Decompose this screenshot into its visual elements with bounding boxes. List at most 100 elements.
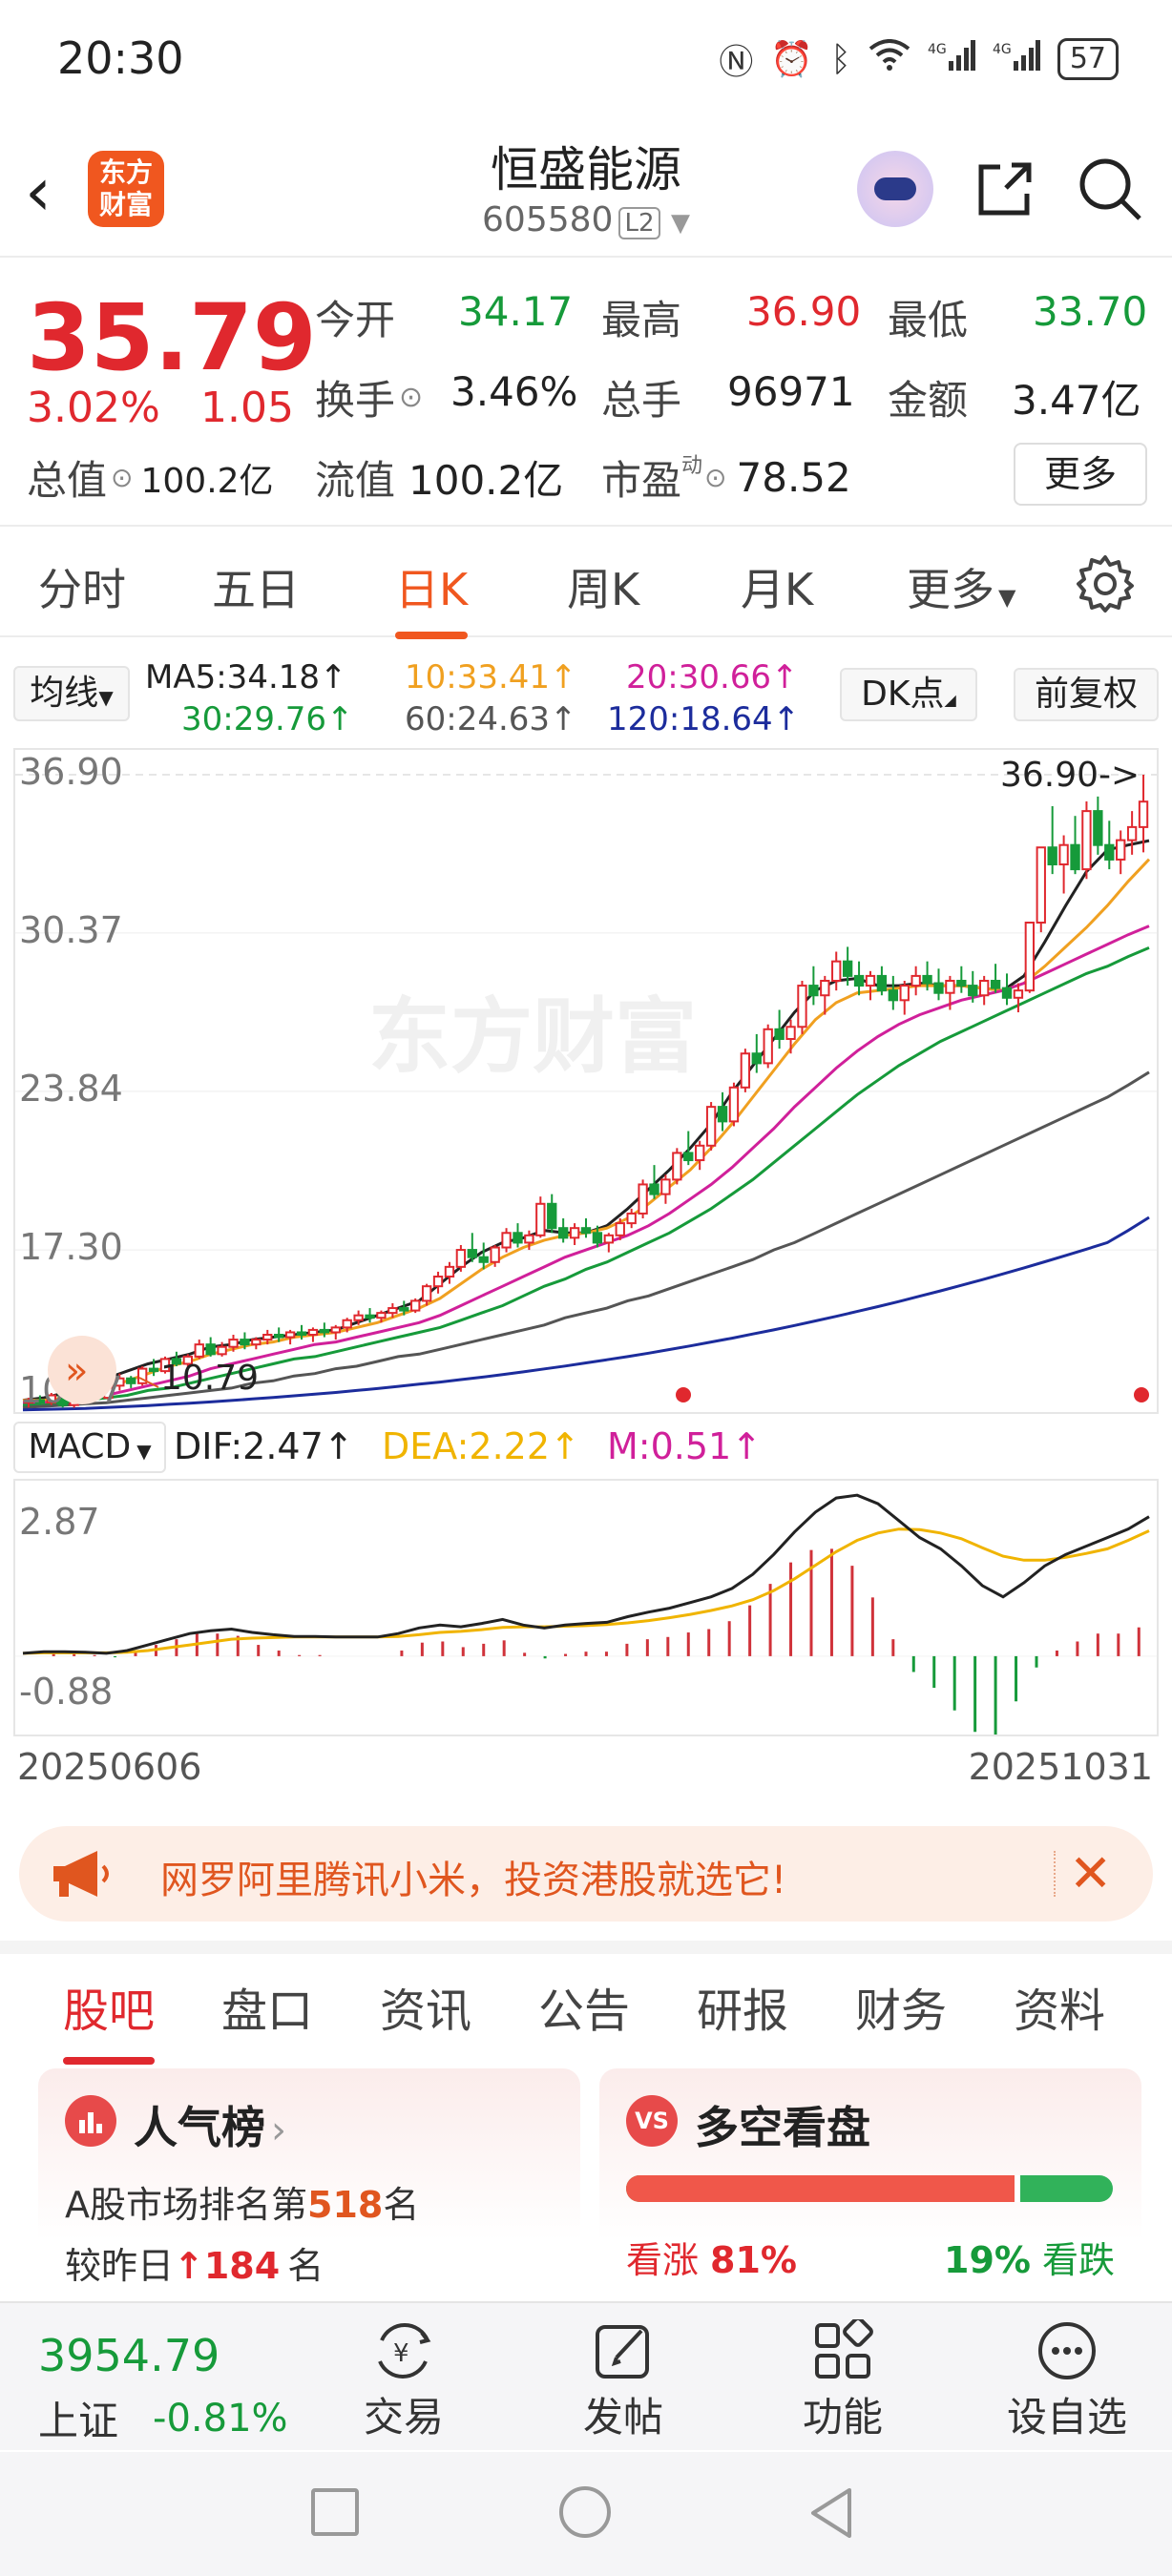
corner-triangle-icon: ◢ <box>944 691 956 709</box>
quote-field-pe[interactable]: 市盈动 ⊙ 78.52 <box>601 448 851 507</box>
quote-field-total-value[interactable]: 总值 ⊙ 100.2亿 <box>27 448 274 507</box>
dk-point-button[interactable]: DK点◢ <box>840 668 977 721</box>
macd-header: MACD ▼ DIF:2.47↑ DEA:2.22↑ M:0.51↑ <box>0 1422 1172 1479</box>
ad-banner[interactable]: 网罗阿里腾讯小米，投资港股就选它! ✕ <box>19 1826 1153 1922</box>
tab-announcements[interactable]: 公告 <box>538 1984 631 2038</box>
candle-body <box>410 1299 421 1312</box>
rank-change-value: 184 <box>203 2245 281 2287</box>
candle-body <box>535 1202 546 1236</box>
triangle-down-icon: ▼ <box>136 1440 152 1463</box>
quote-value-low: 33.70 <box>1033 288 1148 335</box>
candle-body <box>524 1234 534 1244</box>
quote-value-open: 34.17 <box>458 288 574 335</box>
home-icon[interactable] <box>559 2486 611 2538</box>
candle-body <box>1047 846 1057 866</box>
candle-body <box>922 974 932 985</box>
sentiment-card[interactable]: VS 多空看盘 看涨 81% 19% 看跌 <box>599 2068 1141 2297</box>
signal-4g-icon: 4G <box>993 38 1040 81</box>
back-triangle-icon[interactable] <box>807 2486 855 2544</box>
nav-post[interactable]: 发帖 <box>552 2316 695 2443</box>
candle-body <box>1126 825 1138 841</box>
indicator-selector[interactable]: MACD ▼ <box>13 1422 166 1473</box>
bear-label: 19% 看跌 <box>944 2239 1115 2281</box>
popularity-card[interactable]: 人气榜 › A股市场排名第518名 较昨日↑184 名 <box>38 2068 580 2297</box>
tab-daily-k[interactable]: 日K <box>395 555 469 639</box>
ma-selector[interactable]: 均线▼ <box>13 666 130 721</box>
tab-monthly-k[interactable]: 月K <box>741 564 814 615</box>
tab-financials[interactable]: 财务 <box>855 1984 948 2038</box>
candle-body <box>330 1326 341 1334</box>
nav-trade-label: 交易 <box>363 2394 444 2441</box>
search-icon[interactable] <box>1077 156 1143 222</box>
rank-change: 较昨日↑184 名 <box>65 2245 324 2287</box>
quote-field-amount: 金额 <box>888 377 969 424</box>
tab-research[interactable]: 研报 <box>697 1984 789 2038</box>
candle-body <box>785 1026 796 1040</box>
share-icon[interactable] <box>972 156 1038 222</box>
m-label: M:0.51↑ <box>607 1425 763 1467</box>
ma60-label: 60:24.63↑ <box>405 700 577 738</box>
candle-body <box>717 1106 728 1123</box>
candle-body <box>455 1249 467 1268</box>
event-dot <box>676 1387 691 1402</box>
candle-body <box>1036 846 1046 924</box>
candle-body <box>672 1152 682 1181</box>
eastmoney-logo[interactable]: 东方财富 <box>88 151 164 227</box>
candle-body <box>205 1343 216 1356</box>
stock-code-row[interactable]: 605580 L2 ▼ <box>0 200 1172 239</box>
bull-fill <box>626 2175 1021 2202</box>
tab-news[interactable]: 资讯 <box>380 1984 472 2038</box>
alarm-icon: ⏰ <box>770 40 814 79</box>
ma-line-ma120 <box>22 1215 1150 1412</box>
change-percent: 3.02% <box>27 384 160 432</box>
quote-field-turnover[interactable]: 换手 ⊙ <box>315 377 424 424</box>
candle-body <box>865 974 876 987</box>
tab-intraday[interactable]: 分时 <box>38 564 126 615</box>
candle-body <box>126 1377 136 1384</box>
candle-body <box>740 1052 751 1089</box>
candle-body <box>705 1106 717 1147</box>
settings-gear-icon[interactable] <box>1075 553 1136 618</box>
candle-body <box>557 1227 569 1239</box>
nav-functions[interactable]: 功能 <box>771 2316 914 2443</box>
recents-icon[interactable] <box>311 2488 359 2536</box>
sentiment-title: 多空看盘 <box>695 2102 870 2153</box>
quote-value-total-value: 100.2亿 <box>140 461 274 501</box>
candle-body <box>990 979 1001 989</box>
wifi-icon <box>869 38 910 80</box>
dif-line <box>22 1493 1150 1655</box>
tab-five-day[interactable]: 五日 <box>212 564 300 615</box>
nav-add-watchlist[interactable]: 设自选 <box>991 2316 1143 2443</box>
dif-label: DIF:2.47↑ <box>174 1425 354 1467</box>
candle-body <box>751 1052 762 1065</box>
quote-value-high: 36.90 <box>746 288 862 335</box>
candle-body <box>649 1183 659 1195</box>
macd-chart[interactable]: 2.87 -0.88 <box>13 1479 1159 1738</box>
candle-body <box>399 1307 409 1312</box>
popularity-title: 人气榜 › <box>134 2102 286 2153</box>
candlestick-chart[interactable]: 东方财富36.9030.3723.8417.3010.7736.90->10.7… <box>13 748 1159 1414</box>
candle-body <box>251 1339 262 1346</box>
tab-guba[interactable]: 股吧 <box>63 1973 156 2065</box>
tab-weekly-k[interactable]: 周K <box>567 564 640 615</box>
quote-value-volume: 96971 <box>727 368 855 415</box>
quote-panel: 35.79 3.02% 1.05 今开 34.17 最高 36.90 最低 33… <box>0 260 1172 527</box>
ai-assistant-avatar[interactable] <box>857 151 933 227</box>
candle-body <box>319 1328 330 1334</box>
more-quote-button[interactable]: 更多 <box>1014 443 1147 506</box>
close-icon[interactable]: ✕ <box>1069 1843 1113 1903</box>
tab-more-periods[interactable]: 更多 ▼ <box>907 564 1016 615</box>
tab-pankou[interactable]: 盘口 <box>221 1984 314 2038</box>
y-tick-label: 2.87 <box>19 1501 100 1543</box>
quote-value-float-value: 100.2亿 <box>408 457 564 504</box>
candle-body <box>831 960 842 982</box>
adjust-price-button[interactable]: 前复权 <box>1014 668 1159 721</box>
triangle-down-icon: ▼ <box>998 584 1016 611</box>
quote-value-turnover: 3.46% <box>450 368 578 415</box>
candle-body <box>888 989 898 1002</box>
nav-trade[interactable]: ¥ 交易 <box>332 2316 475 2443</box>
ma-line-ma60 <box>22 1070 1150 1409</box>
back-button[interactable]: ‹ <box>25 153 52 231</box>
index-quote[interactable]: 3954.79 上证 -0.81% <box>38 2330 288 2447</box>
tab-profile[interactable]: 资料 <box>1014 1984 1106 2038</box>
